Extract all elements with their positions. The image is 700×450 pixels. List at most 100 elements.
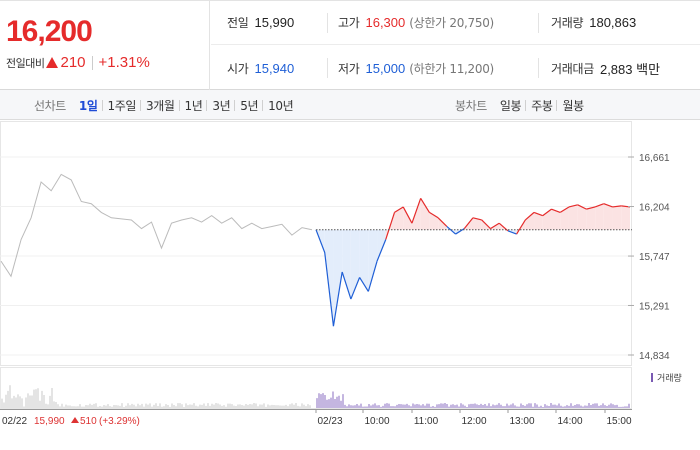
x-tick-label: 02/23 [317, 416, 342, 427]
divider [91, 55, 93, 70]
amount-label: 거래대금 [551, 61, 594, 76]
amount-value: 2,883 백만 [599, 61, 661, 77]
y-tick-label: 16,204 [639, 203, 670, 214]
down-price-segment [332, 271, 343, 327]
up-area-fill [525, 212, 535, 230]
line-chart-tabs: 선차트 1일 1주일 3개월 1년 3년 5년 10년 [34, 90, 298, 120]
current-price-box: 16,200 전일대비 210 +1.31% [0, 1, 210, 90]
up-price-segment [551, 208, 561, 213]
prev-close-cell: 전일 15,990 [227, 13, 294, 33]
down-price-segment [455, 228, 465, 235]
up-price-segment [385, 212, 396, 240]
down-area-fill [359, 229, 369, 292]
quote-stats: 전일 15,990 고가 16,300 (상한가 20,750) 거래량 180… [211, 1, 700, 90]
up-area-fill [568, 204, 578, 230]
up-price-segment [603, 203, 613, 208]
price-chart-svg: 16,661 16,204 15,747 15,291 14,834 02/23 10:0… [0, 121, 682, 427]
up-price-segment [463, 217, 474, 230]
stats-row-2: 시가 15,940 저가 15,000 (하한가 11,200) 거래대금 2,… [211, 46, 700, 90]
up-area-fill [586, 206, 596, 230]
up-price-segment [542, 208, 552, 217]
down-price-segment [446, 226, 456, 235]
prev-session-line [0, 173, 313, 278]
up-price-segment [594, 203, 605, 208]
down-area-fill [377, 229, 386, 262]
change-label: 전일대비 [6, 56, 45, 70]
up-price-segment [429, 211, 439, 219]
high-value: 16,300 [365, 15, 406, 30]
tab-3months[interactable]: 3개월 [140, 97, 180, 114]
x-tick-label: 14:00 [557, 416, 582, 427]
volume-legend-label: 거래량 [657, 372, 682, 384]
up-area-fill [551, 209, 561, 230]
upper-limit: (상한가 20,750) [409, 16, 494, 30]
current-price: 16,200 [6, 15, 93, 48]
up-area-fill [595, 203, 604, 230]
tab-10years[interactable]: 10년 [262, 97, 298, 114]
up-price-segment [533, 211, 543, 217]
x-tick-label: 13:00 [509, 416, 534, 427]
low-label: 저가 [338, 61, 360, 76]
prev-day-up-triangle-icon [71, 417, 79, 423]
prev-day-date-label: 02/22 [2, 416, 27, 427]
volume-legend-swatch [651, 373, 653, 382]
down-price-segment [507, 230, 517, 235]
down-price-segment [350, 277, 361, 300]
volume-frame [0, 367, 632, 409]
chart-tab-bar: 선차트 1일 1주일 3개월 1년 3년 5년 10년 봉차트 일봉 주봉 월봉 [0, 90, 700, 120]
volume-cell: 거래량 180,863 [538, 12, 636, 33]
down-area-fill [324, 229, 334, 327]
up-area-fill [420, 198, 430, 230]
up-price-segment [524, 211, 535, 221]
up-price-segment [577, 204, 587, 210]
down-price-segment [376, 239, 387, 262]
up-price-segment [516, 219, 526, 235]
tab-1week[interactable]: 1주일 [101, 97, 142, 114]
tab-1day[interactable]: 1일 [78, 98, 98, 113]
up-price-segment [402, 206, 413, 224]
up-area-fill [534, 212, 543, 230]
open-cell: 시가 15,940 [227, 58, 294, 78]
down-price-segment [315, 229, 326, 253]
x-tick-label: 10:00 [364, 416, 389, 427]
up-area-fill [603, 203, 613, 230]
prev-day-change-label: 510 [80, 416, 97, 427]
tab-5years[interactable]: 5년 [234, 97, 263, 114]
tab-1year[interactable]: 1년 [178, 97, 208, 114]
down-price-segment [359, 277, 369, 292]
tab-3years[interactable]: 3년 [206, 97, 235, 114]
up-price-segment [586, 206, 596, 210]
prev-close-label: 전일 [227, 16, 249, 30]
high-label: 고가 [338, 16, 360, 30]
down-area-fill [333, 229, 343, 327]
down-area-fill [342, 229, 351, 300]
candle-chart-tabs: 봉차트 일봉 주봉 월봉 [455, 90, 589, 120]
x-tick-label: 11:00 [414, 416, 439, 427]
change-value: 210 [60, 54, 86, 71]
up-area-fill [473, 217, 482, 230]
x-tick-label: 15:00 [606, 416, 631, 427]
low-cell: 저가 15,000 (하한가 11,200) [327, 58, 494, 78]
y-tick-label: 15,747 [639, 252, 670, 263]
x-tick-label: 12:00 [461, 416, 486, 427]
plot-frame [0, 121, 632, 366]
down-price-segment [324, 252, 335, 327]
change-percent: +1.31% [98, 54, 150, 71]
up-price-segment [472, 217, 482, 221]
volume-label: 거래량 [551, 16, 584, 30]
intraday-chart[interactable]: 16,661 16,204 15,747 15,291 14,834 02/23 10:0… [0, 121, 700, 450]
open-label: 시가 [227, 61, 249, 76]
up-price-segment [411, 198, 422, 224]
open-value: 15,940 [254, 60, 295, 76]
y-tick-label: 16,661 [639, 153, 670, 164]
up-price-segment [420, 197, 430, 213]
stats-row-1: 전일 15,990 고가 16,300 (상한가 20,750) 거래량 180… [211, 1, 700, 45]
candle-chart-title: 봉차트 [455, 98, 487, 113]
tab-monthly-candle[interactable]: 월봉 [556, 97, 588, 114]
up-price-segment [568, 204, 578, 208]
prev-close-value: 15,990 [254, 15, 295, 30]
amount-cell: 거래대금 2,883 백만 [538, 58, 660, 78]
y-tick-label: 14,834 [639, 351, 670, 362]
tab-daily-candle[interactable]: 일봉 [499, 98, 522, 113]
tab-weekly-candle[interactable]: 주봉 [525, 97, 557, 114]
